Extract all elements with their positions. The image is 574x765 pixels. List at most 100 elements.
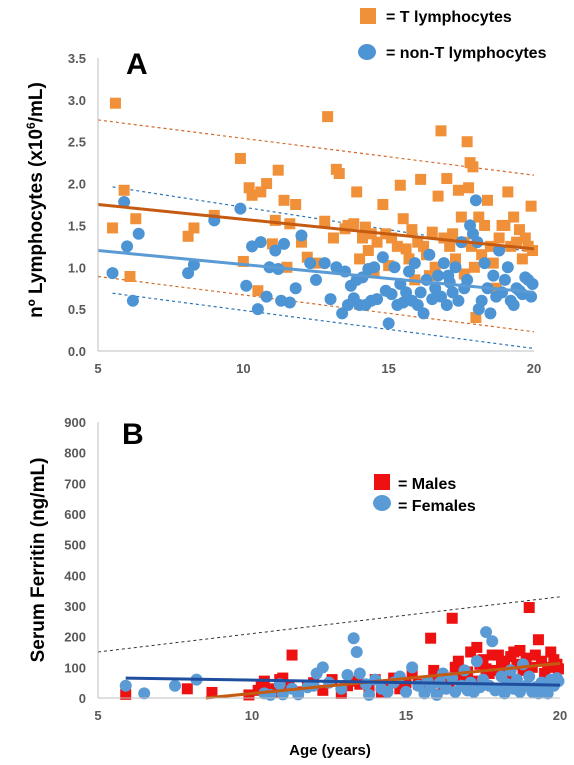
- t-lymphocytes-point: [418, 240, 430, 252]
- panel-b-x-axis-label: Age (years): [289, 742, 371, 759]
- males-point: [517, 664, 529, 676]
- males-point: [552, 663, 564, 675]
- males-point: [471, 641, 483, 653]
- panel-a-legend: = T lymphocytes = non-T lymphocytes: [358, 8, 547, 62]
- t-lymphocytes-point: [351, 186, 363, 198]
- panel-a-data-points: [106, 97, 539, 330]
- non-t-lymphocytes-point: [318, 257, 331, 270]
- non-t-lymphocytes-point: [121, 240, 134, 253]
- females-point: [486, 635, 499, 648]
- non-t-lymphocytes-point: [414, 286, 427, 299]
- females-point: [400, 685, 412, 698]
- non-t-lymphocytes-point: [434, 290, 447, 303]
- y-tick-label: 500: [64, 538, 86, 553]
- t-lymphocytes-point: [107, 222, 119, 234]
- t-lymphocytes-point: [519, 232, 531, 244]
- y-tick-label: 300: [64, 599, 86, 614]
- t-lymphocytes-point: [468, 261, 480, 273]
- males-point: [449, 661, 461, 673]
- males-trendline: [205, 661, 561, 700]
- y-tick-label: 1.5: [68, 218, 86, 233]
- x-tick-label: 15: [381, 361, 395, 376]
- t-lymphocytes-point: [473, 211, 485, 223]
- t-lymphocytes-point: [455, 211, 467, 223]
- non-t-lymphocytes-point: [324, 293, 337, 306]
- non-t-lymphocytes-point: [240, 279, 253, 292]
- y-tick-label: 3.0: [68, 93, 86, 108]
- t-lymphocytes-point: [237, 255, 249, 267]
- t-lymphocytes-point: [386, 232, 398, 244]
- non-t-lymphocytes-point: [251, 303, 264, 316]
- non-t-lymphocytes-point: [336, 307, 349, 320]
- non-t-lymphocytes-point: [371, 293, 384, 306]
- non-t-lymphocytes-point: [420, 273, 433, 286]
- x-tick-label: 20: [527, 361, 541, 376]
- t-lymphocytes-point: [266, 238, 278, 250]
- non-t-lymphocytes-point: [437, 257, 450, 270]
- t-lymphocytes-point: [511, 236, 523, 248]
- males-point: [536, 655, 548, 667]
- t-lymphocytes-point: [246, 189, 258, 201]
- panel-a-y-axis-label: nº Lymphocytes (x106/mL): [24, 82, 47, 318]
- non-t-lymphocytes-point: [469, 194, 482, 207]
- t-lymphocytes-point: [406, 224, 418, 236]
- t-lymphocytes-point: [415, 173, 427, 185]
- non-t-lymphocytes-point: [478, 257, 491, 270]
- y-tick-label: 200: [64, 630, 86, 645]
- males-point: [452, 655, 464, 667]
- t-lymphocytes-point: [493, 232, 505, 244]
- non-t-lymphocytes-point: [382, 317, 395, 330]
- males-point: [382, 680, 394, 692]
- t-lymphocytes-point: [394, 179, 406, 191]
- t-lymphocytes-point: [412, 236, 424, 248]
- t-lymphocytes-point: [255, 186, 267, 198]
- panel-b-legend: = Males = Females: [373, 474, 476, 515]
- t-lymphocytes-point: [403, 253, 415, 265]
- males-point: [264, 683, 276, 695]
- y-tick-label: 3.5: [68, 51, 86, 66]
- non-t-lymphocytes-point: [182, 267, 195, 280]
- males-point: [394, 683, 406, 695]
- non-t-lymphocytes-point: [403, 265, 416, 278]
- non-t-lymphocytes-point: [126, 294, 139, 307]
- x-tick-label: 5: [94, 708, 101, 723]
- non-t-lymphocytes-point: [442, 269, 455, 282]
- females-point: [498, 687, 511, 700]
- males-point: [317, 684, 329, 696]
- t-lymphocytes-point: [319, 215, 331, 227]
- females-point: [350, 646, 363, 658]
- non-t-lymphocytes-point: [498, 273, 511, 286]
- non-t-lymphocytes-point: [449, 261, 462, 274]
- non-t-lymphocytes-point: [493, 244, 506, 257]
- x-tick-label: 5: [94, 361, 101, 376]
- non-t-lymphocytes-point: [283, 296, 296, 309]
- lower-confidence-band: [97, 275, 535, 333]
- males-point: [428, 664, 440, 676]
- t-lymphocytes-point: [118, 184, 130, 196]
- y-tick-label: 1.0: [68, 260, 86, 275]
- t-lymphocytes-point: [461, 136, 473, 148]
- legend-non-t-lymphocytes-label: = non-T lymphocytes: [386, 45, 547, 62]
- non-t-lymphocytes-point: [461, 273, 474, 286]
- males-point: [508, 646, 520, 658]
- legend-males-label: = Males: [398, 476, 456, 493]
- t-lymphocytes-point: [234, 152, 246, 164]
- legend-non-t-lymphocytes-marker: [358, 44, 376, 60]
- y-tick-label: 100: [64, 660, 86, 675]
- males-point: [523, 602, 535, 614]
- panel-a-trendlines: [97, 203, 535, 294]
- t-lymphocytes-point: [383, 260, 395, 272]
- females-point: [523, 670, 536, 683]
- t-lymphocytes-point: [109, 97, 121, 109]
- t-lymphocytes-point: [357, 232, 369, 244]
- t-lymphocytes-point: [444, 240, 456, 252]
- t-lymphocytes-point: [261, 178, 273, 190]
- t-lymphocytes-point: [333, 168, 345, 180]
- non-t-lymphocytes-point: [484, 307, 497, 320]
- females-point: [292, 688, 305, 701]
- non-t-lymphocytes-point: [254, 236, 267, 249]
- panel-b-y-axis-label: Serum Ferritin (ng/mL): [28, 458, 49, 663]
- t-lymphocytes-point: [272, 164, 284, 176]
- males-point: [286, 649, 298, 661]
- males-point: [446, 612, 458, 624]
